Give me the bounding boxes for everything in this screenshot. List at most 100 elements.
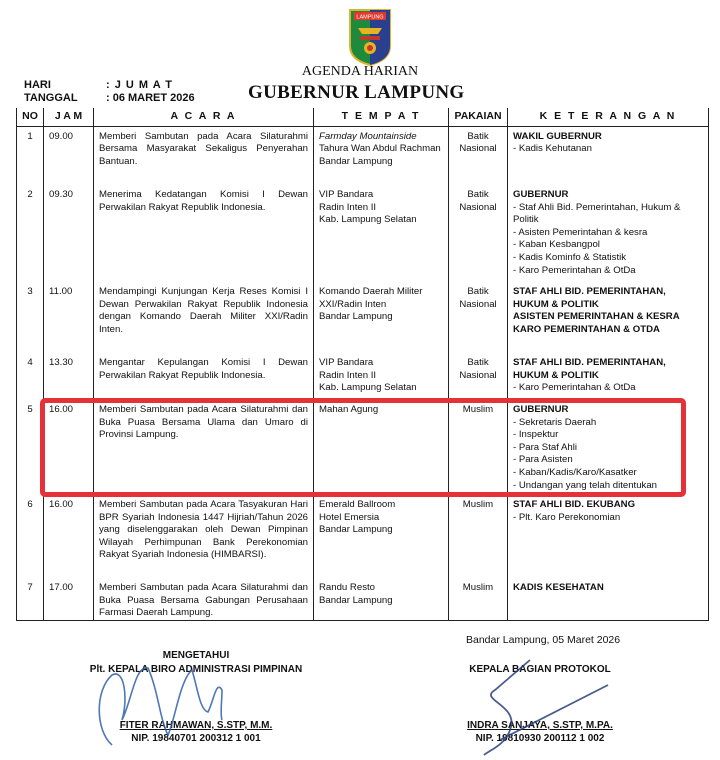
row-attendee-head: ASISTEN PEMERINTAHAN & KESRA [513, 311, 680, 323]
cell-pakaian: Muslim [448, 578, 508, 621]
row-venue-line: Kab. Lampung Selatan [319, 382, 417, 394]
col-no: NO [16, 108, 44, 127]
cell-acara: Memberi Sambutan pada Acara Tasyakuran H… [93, 495, 314, 578]
row-venue-line: Bandar Lampung [319, 311, 393, 323]
cell-pakaian: Batik Nasional [448, 282, 508, 353]
cell-tempat: VIP Bandara Radin Inten II Kab. Lampung Se… [313, 353, 449, 400]
cell-jam: 09.30 [43, 185, 94, 282]
row-number: 3 [27, 286, 33, 297]
cell-tempat: Emerald Ballroom Hotel Emersia Bandar Lamp… [313, 495, 449, 578]
cell-no: 1 [16, 126, 44, 185]
col-acara: A C A R A [93, 108, 314, 127]
cell-acara: Menerima Kedatangan Komisi I Dewan Perwa… [93, 185, 314, 282]
cell-pakaian: Muslim [448, 400, 508, 495]
table-row: 5 16.00 Memberi Sambutan pada Acara Silatu… [16, 400, 709, 495]
row-venue-line: Bandar Lampung [319, 524, 393, 536]
cell-pakaian: Batik Nasional [448, 353, 508, 400]
row-attendee: - Undangan yang telah ditentukan [513, 479, 658, 491]
row-venue-line: Hotel Emersia [319, 511, 380, 523]
row-time: 09.30 [49, 189, 74, 200]
table-row: 1 09.00 Memberi Sambutan pada Acara Silatu… [16, 126, 709, 185]
row-attendee: - Kadis Kominfo & Statistik [513, 251, 627, 263]
row-attendee: - Sekretaris Daerah [513, 416, 597, 428]
col-tempat: T E M P A T [313, 108, 449, 127]
col-jam: J A M [43, 108, 94, 127]
row-venue-line: Komando Daerah Militer XXI/Radin Inten [319, 286, 423, 310]
tanggal-label: TANGGAL [24, 92, 78, 104]
row-event: Memberi Sambutan pada Acara Silaturahmi … [99, 130, 308, 167]
agenda-table: NO J A M A C A R A T E M P A T PAKAIAN K… [16, 108, 709, 621]
cell-keterangan: KADIS KESEHATAN [507, 578, 709, 621]
row-venue-line: Radin Inten II [319, 201, 377, 213]
cell-tempat: Komando Daerah Militer XXI/Radin Inten Ba… [313, 282, 449, 353]
row-attendee-head: KARO PEMERINTAHAN & OTDA [513, 323, 660, 335]
row-venue-line: Bandar Lampung [319, 155, 393, 167]
row-number: 6 [27, 499, 33, 510]
cell-acara: Mengantar Kepulangan Komisi I Dewan Perw… [93, 353, 314, 400]
cell-pakaian: Batik Nasional [448, 126, 508, 185]
row-time: 09.00 [49, 130, 74, 142]
cell-keterangan: WAKIL GUBERNUR - Kadis Kehutanan [507, 126, 709, 185]
row-time: 17.00 [49, 582, 74, 593]
row-attendee-head: STAF AHLI BID. PEMERINTAHAN, HUKUM & POL… [513, 286, 666, 310]
cell-no: 7 [16, 578, 44, 621]
cell-jam: 16.00 [43, 495, 94, 578]
row-attire: Batik Nasional [459, 357, 497, 381]
lampung-emblem-logo: LAMPUNG [349, 9, 391, 66]
table-row: 2 09.30 Menerima Kedatangan Komisi I Dewan… [16, 185, 709, 282]
row-attendee-head: GUBERNUR [513, 189, 569, 200]
row-venue-line: Kab. Lampung Selatan [319, 214, 417, 226]
cell-no: 6 [16, 495, 44, 578]
cell-jam: 13.30 [43, 353, 94, 400]
document-title: GUBERNUR LAMPUNG [248, 82, 465, 103]
row-attire: Batik Nasional [459, 189, 497, 213]
row-venue-line: Randu Resto [319, 582, 375, 593]
row-attendee: - Para Asisten [513, 454, 573, 466]
tanggal-value: : 06 MARET 2026 [106, 92, 195, 104]
left-sign-title: Plt. KEPALA BIRO ADMINISTRASI PIMPINAN [89, 664, 303, 675]
row-attendee-head: GUBERNUR [513, 404, 569, 415]
cell-keterangan: STAF AHLI BID. PEMERINTAHAN, HUKUM & POL… [507, 282, 709, 353]
row-attendee-head: STAF AHLI BID. PEMERINTAHAN, HUKUM & POL… [513, 357, 666, 381]
cell-pakaian: Muslim [448, 495, 508, 578]
row-venue-line: VIP Bandara [319, 357, 374, 368]
col-pakaian: PAKAIAN [448, 108, 508, 127]
cell-tempat: Farmday Mountainside Tahura Wan Abdul Rac… [313, 126, 449, 185]
row-attendee: - Para Staf Ahli [513, 441, 577, 453]
cell-pakaian: Batik Nasional [448, 185, 508, 282]
left-sign-line1: MENGETAHUI [162, 650, 230, 661]
row-event: Memberi Sambutan pada Acara Silaturahmi … [99, 404, 308, 441]
cell-tempat: Randu Resto Bandar Lampung [313, 578, 449, 621]
row-attendee: - Staf Ahli Bid. Pemerintahan, Hukum & P… [513, 201, 681, 226]
row-time: 16.00 [49, 499, 74, 510]
row-attendee: - Inspektur [513, 429, 559, 441]
row-venue-line: Emerald Ballroom [319, 499, 396, 510]
row-event: Mendampingi Kunjungan Kerja Reses Komisi… [99, 286, 308, 335]
cell-keterangan: STAF AHLI BID. PEMERINTAHAN, HUKUM & POL… [507, 353, 709, 400]
row-attire: Muslim [462, 582, 494, 593]
right-sign-title: KEPALA BAGIAN PROTOKOL [469, 664, 611, 675]
cell-keterangan: GUBERNUR - Staf Ahli Bid. Pemerintahan, H… [507, 185, 709, 282]
row-time: 16.00 [49, 404, 74, 415]
row-attendee: - Kaban/Kadis/Karo/Kasatker [513, 466, 637, 478]
row-attire: Muslim [462, 499, 494, 510]
cell-tempat: VIP Bandara Radin Inten II Kab. Lampung Se… [313, 185, 449, 282]
row-attendee-head: WAKIL GUBERNUR [513, 130, 602, 142]
hari-label: HARI [24, 79, 51, 91]
row-attendee-head: STAF AHLI BID. EKUBANG [513, 499, 636, 510]
cell-tempat: Mahan Agung [313, 400, 449, 495]
row-number: 7 [27, 582, 33, 593]
row-time: 11.00 [49, 286, 73, 297]
svg-text:LAMPUNG: LAMPUNG [356, 15, 383, 21]
row-event: Memberi Sambutan pada Acara Silaturahmi … [99, 582, 308, 619]
hari-value: : J U M A T [106, 79, 174, 91]
cell-no: 4 [16, 353, 44, 400]
row-attendee: - Karo Pemerintahan & OtDa [513, 264, 636, 276]
row-attendee-head: KADIS KESEHATAN [513, 582, 604, 593]
row-number: 4 [27, 357, 33, 368]
left-sign-name: FITER RAHMAWAN, S.STP, M.M. [119, 720, 273, 731]
cell-jam: 11.00 [43, 282, 94, 353]
cell-jam: 17.00 [43, 578, 94, 621]
cell-acara: Memberi Sambutan pada Acara Silaturahmi … [93, 578, 314, 621]
cell-keterangan: GUBERNUR - Sekretaris Daerah - Inspektur - … [507, 400, 709, 495]
